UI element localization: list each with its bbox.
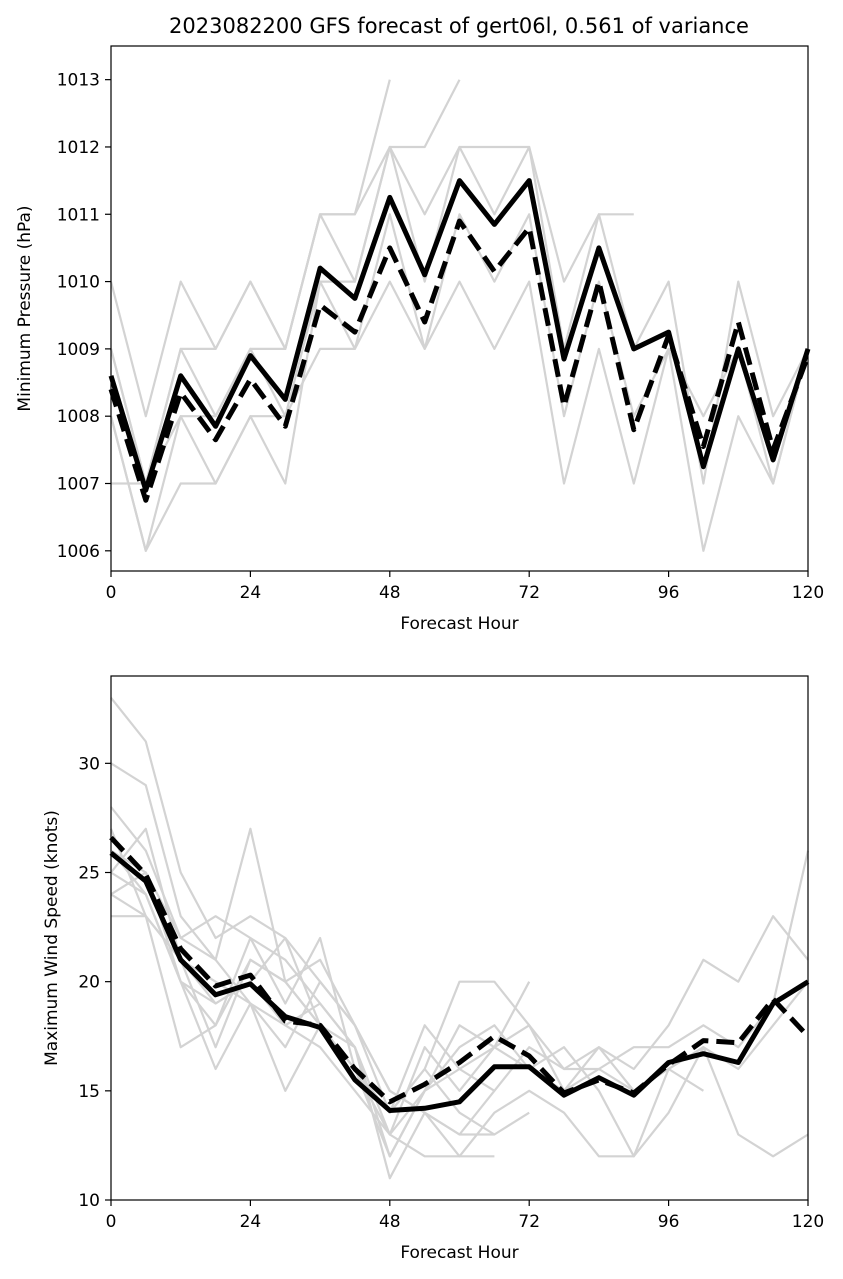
pressure-x-tick-label: 48 (379, 583, 401, 603)
wind-y-tick-label: 25 (78, 864, 100, 884)
wind-x-tick-label: 96 (658, 1212, 680, 1232)
pressure-x-tick-label: 120 (792, 583, 824, 603)
pressure-y-tick-label: 1008 (57, 407, 100, 427)
pressure-panel: 2023082200 GFS forecast of gert06l, 0.56… (15, 14, 824, 634)
wind-dashed-mean-line (109, 835, 810, 1105)
wind-plot-lines (109, 697, 810, 1180)
wind-x-tick-label: 120 (792, 1212, 824, 1232)
pressure-x-tick-label: 0 (106, 583, 117, 603)
wind-ensemble-member-line (110, 849, 809, 1180)
pressure-x-axis-label: Forecast Hour (400, 614, 518, 634)
pressure-y-tick-label: 1006 (57, 542, 100, 562)
pressure-y-tick-label: 1009 (57, 340, 100, 360)
wind-y-tick-label: 20 (78, 973, 100, 993)
pressure-solid-mean-line (108, 178, 811, 493)
wind-x-tick-label: 24 (240, 1212, 262, 1232)
wind-panel: 0 24 48 72 96 120 10 15 20 25 30 Forecast Hour Ma… (42, 675, 824, 1263)
wind-y-tick-label: 10 (78, 1191, 100, 1211)
pressure-plot-lines (108, 79, 811, 552)
wind-axes-frame (110, 675, 809, 1201)
chart-title: 2023082200 GFS forecast of gert06l, 0.56… (169, 14, 749, 38)
pressure-x-tick-label: 24 (240, 583, 262, 603)
pressure-axes-frame (110, 45, 809, 572)
wind-ensemble-member-line (110, 871, 704, 1136)
wind-x-ticks: 0 24 48 72 96 120 (106, 1200, 824, 1232)
wind-y-tick-label: 30 (78, 754, 100, 774)
pressure-y-tick-label: 1013 (57, 71, 100, 91)
pressure-y-axis-label: Minimum Pressure (hPa) (15, 205, 35, 411)
pressure-dashed-mean-line (108, 218, 811, 503)
wind-x-tick-label: 0 (106, 1212, 117, 1232)
wind-y-ticks: 10 15 20 25 30 (78, 754, 111, 1211)
pressure-y-tick-label: 1007 (57, 475, 100, 495)
wind-solid-mean-line (109, 850, 810, 1113)
wind-x-axis-label: Forecast Hour (400, 1243, 518, 1263)
pressure-ensemble-member-line (111, 280, 810, 552)
pressure-y-ticks: 1006 1007 1008 1009 1010 1011 1012 1013 (57, 71, 111, 562)
wind-x-tick-label: 72 (518, 1212, 540, 1232)
wind-y-tick-label: 15 (78, 1082, 100, 1102)
pressure-x-tick-label: 96 (658, 583, 680, 603)
wind-ensemble-member-line (110, 806, 809, 1114)
pressure-y-tick-label: 1012 (57, 138, 100, 158)
wind-x-tick-label: 48 (379, 1212, 401, 1232)
pressure-x-tick-label: 72 (518, 583, 540, 603)
pressure-y-tick-label: 1010 (57, 273, 100, 293)
pressure-x-ticks: 0 24 48 72 96 120 (106, 571, 824, 603)
wind-y-axis-label: Maximum Wind Speed (knots) (42, 810, 62, 1066)
pressure-y-tick-label: 1011 (57, 205, 100, 225)
